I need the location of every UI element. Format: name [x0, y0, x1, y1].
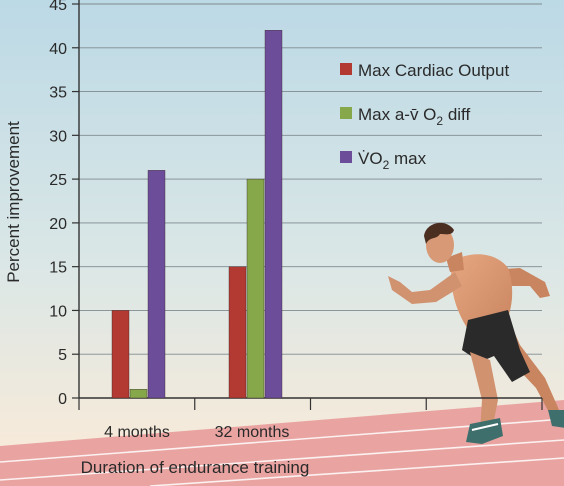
y-axis-title: Percent improvement: [4, 121, 23, 283]
legend-label-vo2: V̇O2 max: [358, 149, 427, 172]
sprinter-icon: [388, 222, 564, 444]
legend-vo2-tail: max: [389, 149, 426, 168]
legend-label-avo2: Max a-v̄ O2 diff: [358, 105, 470, 128]
y-tick-label-15: 15: [49, 260, 67, 277]
x-axis-title: Duration of endurance training: [81, 458, 310, 477]
y-tick-label-25: 25: [49, 172, 67, 189]
x-tick-label-1: 32 months: [215, 424, 290, 441]
y-tick-label-20: 20: [49, 216, 67, 233]
legend-avo2-tail: diff: [443, 105, 470, 124]
legend-avo2-main: Max a-v̄ O: [358, 105, 436, 124]
legend-swatch-cardiac: [340, 63, 352, 75]
bar-4-months-series-2: [147, 170, 166, 399]
y-tick-labels: 0 5 10 15 20 25 30 35 40 45: [49, 0, 67, 408]
y-tick-label-45: 45: [49, 0, 67, 14]
bars: [111, 30, 283, 399]
bar-32-months-series-0: [228, 266, 247, 399]
y-tick-label-30: 30: [49, 128, 67, 145]
legend-vo2-sub: 2: [383, 158, 390, 172]
y-tick-label-5: 5: [58, 347, 67, 364]
x-tick-labels: 4 months 32 months: [104, 424, 289, 441]
legend: Max Cardiac Output Max a-v̄ O2 diff V̇O2…: [340, 61, 509, 172]
legend-swatch-vo2: [340, 151, 352, 163]
legend-swatch-avo2: [340, 107, 352, 119]
legend-avo2-sub: 2: [436, 114, 443, 128]
y-tick-label-10: 10: [49, 303, 67, 320]
bar-32-months-series-1: [246, 178, 265, 399]
legend-label-cardiac: Max Cardiac Output: [358, 61, 509, 80]
y-tick-label-35: 35: [49, 85, 67, 102]
legend-vo2-main: V̇O: [358, 149, 383, 168]
y-tick-label-0: 0: [58, 391, 67, 408]
bar-32-months-series-2: [264, 30, 283, 399]
x-tick-label-0: 4 months: [104, 424, 170, 441]
y-tick-label-40: 40: [49, 41, 67, 58]
bar-4-months-series-0: [111, 310, 130, 399]
bar-4-months-series-1: [129, 389, 148, 399]
